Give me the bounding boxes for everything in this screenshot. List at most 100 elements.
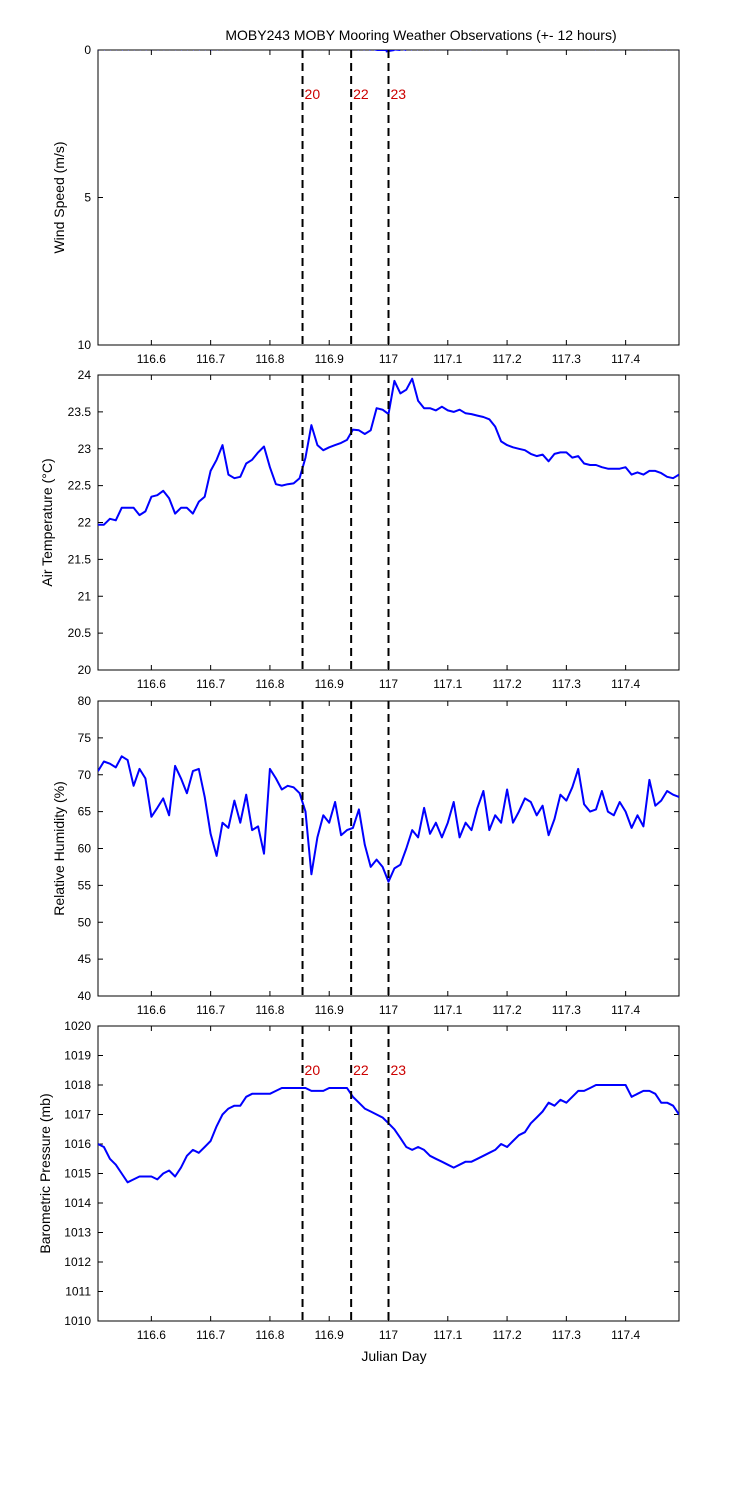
marker-label: 23 bbox=[391, 86, 407, 102]
marker-label: 20 bbox=[305, 86, 321, 102]
x-tick-label: 117.4 bbox=[611, 1003, 640, 1017]
x-tick-label: 116.6 bbox=[137, 352, 166, 366]
panel-relative-humidity: 116.6 116.7 116.8 116.9 117 117.1 117.2 117.3 11… bbox=[51, 694, 680, 1017]
x-tick-label: 116.9 bbox=[315, 352, 344, 366]
y-axis-label: Relative Humidity (%) bbox=[51, 781, 67, 916]
y-tick-label: 23.5 bbox=[68, 405, 92, 419]
x-axis-label: Julian Day bbox=[361, 1348, 426, 1364]
wind-stick bbox=[169, 50, 171, 51]
x-tick-label: 117.2 bbox=[493, 677, 522, 691]
wind-stick bbox=[648, 50, 650, 51]
y-tick-label: 60 bbox=[78, 842, 92, 856]
y-tick-label: 1013 bbox=[64, 1226, 91, 1240]
y-axis-label: Air Temperature (°C) bbox=[39, 458, 55, 586]
y-tick-label: 1014 bbox=[64, 1196, 91, 1210]
wind-stick bbox=[204, 50, 206, 51]
x-tick-label: 117.2 bbox=[493, 352, 522, 366]
chart-title: MOBY243 MOBY Mooring Weather Observation… bbox=[225, 27, 616, 43]
y-tick-label: 40 bbox=[78, 989, 92, 1003]
y-tick-label: 0 bbox=[84, 43, 91, 57]
x-tick-label: 116.8 bbox=[255, 1003, 284, 1017]
x-tick-label: 116.9 bbox=[315, 677, 344, 691]
x-tick-label: 117.1 bbox=[433, 352, 462, 366]
y-tick-label: 22.5 bbox=[68, 479, 92, 493]
x-tick-label: 117.2 bbox=[493, 1328, 522, 1342]
marker-label: 22 bbox=[353, 1062, 369, 1078]
wind-stick bbox=[198, 50, 200, 51]
wind-stick bbox=[115, 50, 117, 51]
x-tick-label: 116.9 bbox=[315, 1328, 344, 1342]
panel-wind: 116.6 116.7 116.8 116.9 117 117.1 117.2 117.3 11… bbox=[51, 43, 680, 366]
y-tick-label: 21 bbox=[78, 589, 92, 603]
y-tick-label: 75 bbox=[78, 731, 92, 745]
wind-stick bbox=[175, 50, 177, 51]
x-tick-label: 117 bbox=[379, 1003, 398, 1017]
data-layer bbox=[98, 50, 679, 53]
wind-stick bbox=[660, 50, 662, 51]
x-tick-label: 116.7 bbox=[196, 352, 225, 366]
y-axis-label: Wind Speed (m/s) bbox=[51, 141, 67, 253]
marker-label: 23 bbox=[391, 1062, 407, 1078]
y-tick-label: 24 bbox=[78, 368, 92, 382]
y-tick-label: 23 bbox=[78, 442, 92, 456]
x-tick-label: 117.3 bbox=[552, 1328, 581, 1342]
data-layer bbox=[98, 755, 679, 883]
wind-stick bbox=[109, 50, 111, 51]
y-tick-label: 45 bbox=[78, 952, 92, 966]
wind-stick bbox=[186, 50, 188, 51]
x-tick-label: 117 bbox=[379, 1328, 398, 1342]
y-tick-label: 65 bbox=[78, 805, 92, 819]
x-tick-label: 117 bbox=[379, 677, 398, 691]
wind-stick bbox=[103, 50, 106, 51]
y-tick-label: 1017 bbox=[64, 1108, 91, 1122]
x-tick-label: 117.3 bbox=[552, 352, 581, 366]
wind-stick bbox=[636, 50, 638, 51]
marker-label: 22 bbox=[353, 86, 369, 102]
wind-stick bbox=[210, 50, 212, 51]
wind-stick bbox=[133, 50, 135, 51]
y-tick-label: 1010 bbox=[64, 1314, 91, 1328]
x-tick-label: 116.8 bbox=[255, 352, 284, 366]
y-axis-label: Barometric Pressure (mb) bbox=[37, 1093, 53, 1253]
y-tick-label: 20 bbox=[78, 663, 92, 677]
wind-stick bbox=[666, 50, 668, 51]
x-tick-label: 116.6 bbox=[137, 677, 166, 691]
x-tick-label: 117.2 bbox=[493, 1003, 522, 1017]
x-tick-label: 116.9 bbox=[315, 1003, 344, 1017]
x-tick-label: 117.4 bbox=[611, 1328, 640, 1342]
y-tick-label: 70 bbox=[78, 768, 92, 782]
x-tick-label: 116.8 bbox=[255, 1328, 284, 1342]
wind-stick bbox=[677, 50, 679, 51]
wind-stick bbox=[642, 50, 644, 51]
y-tick-label: 1012 bbox=[64, 1255, 91, 1269]
panel-air-temperature: 116.6 116.7 116.8 116.9 117 117.1 117.2 117.3 11… bbox=[39, 368, 680, 691]
wind-stick bbox=[145, 50, 147, 51]
wind-stick bbox=[98, 50, 100, 51]
wind-stick bbox=[121, 50, 123, 51]
y-tick-label: 22 bbox=[78, 516, 92, 530]
x-tick-label: 117.4 bbox=[611, 352, 640, 366]
y-tick-label: 20.5 bbox=[68, 626, 92, 640]
x-tick-label: 117.1 bbox=[433, 1003, 462, 1017]
wind-stick bbox=[157, 50, 159, 51]
x-tick-label: 117.3 bbox=[552, 677, 581, 691]
wind-stick bbox=[139, 50, 141, 51]
y-tick-label: 50 bbox=[78, 915, 92, 929]
y-tick-label: 1018 bbox=[64, 1078, 91, 1092]
y-tick-label: 1015 bbox=[64, 1167, 91, 1181]
wind-stick bbox=[624, 50, 626, 51]
wind-stick bbox=[376, 50, 383, 51]
x-tick-label: 117 bbox=[379, 352, 398, 366]
marker-label: 20 bbox=[305, 1062, 321, 1078]
x-tick-label: 116.6 bbox=[137, 1003, 166, 1017]
y-tick-label: 80 bbox=[78, 694, 92, 708]
wind-stick bbox=[672, 50, 674, 51]
wind-stick bbox=[181, 50, 183, 51]
x-tick-label: 117.1 bbox=[433, 677, 462, 691]
wind-stick bbox=[163, 50, 165, 51]
y-tick-label: 1011 bbox=[65, 1285, 91, 1299]
wind-stick bbox=[127, 50, 129, 51]
panel-barometric-pressure: 116.6 116.7 116.8 116.9 117 117.1 117.2 117.3 11… bbox=[37, 1019, 680, 1342]
y-tick-label: 55 bbox=[78, 878, 92, 892]
